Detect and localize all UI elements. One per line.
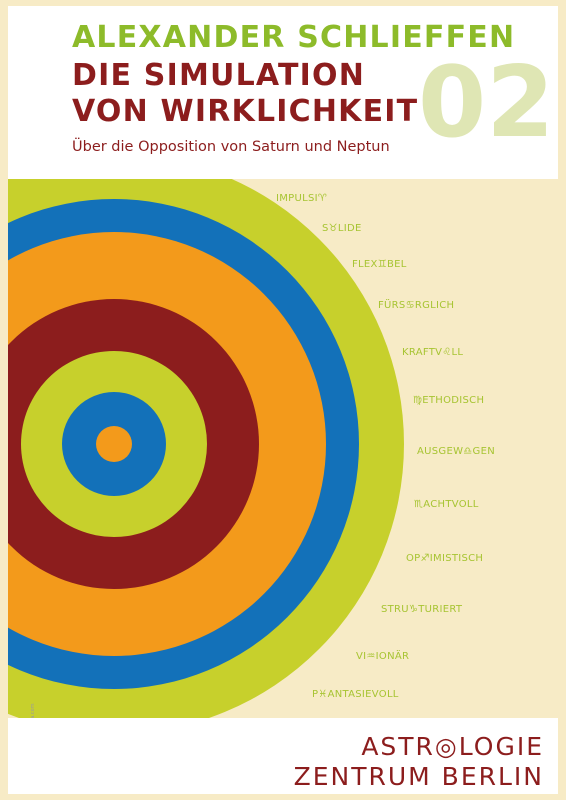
keyword-aries: IMPULSI♈ xyxy=(276,193,328,204)
keyword-scorpio: ♏ACHTVOLL xyxy=(414,499,479,510)
keyword-capricorn: STRU♑TURIERT xyxy=(381,604,463,615)
author-name: ALEXANDER SCHLIEFFEN xyxy=(72,20,516,55)
title-panel: ALEXANDER SCHLIEFFEN DIE SIMULATION VON … xyxy=(8,6,558,179)
subtitle: Über die Opposition von Saturn und Neptu… xyxy=(72,139,390,155)
logo-zentrum-berlin: ZENTRUM BERLIN xyxy=(293,762,544,791)
keyword-taurus: S♉LIDE xyxy=(322,223,362,234)
orange-center-dot xyxy=(96,426,132,462)
title-line-2: VON WIRKLICHKEIT xyxy=(72,94,419,129)
keyword-pisces: P♓ANTASIEVOLL xyxy=(312,689,399,700)
keyword-sagittarius: OP♐IMISTISCH xyxy=(406,553,484,564)
keyword-leo: KRAFTV♌LL xyxy=(402,347,464,358)
issue-number: 02 xyxy=(418,46,555,160)
keyword-cancer: FÜRS♋RGLICH xyxy=(378,300,455,311)
keyword-aquarius: VI♒IONÄR xyxy=(356,651,410,662)
title-line-1: DIE SIMULATION xyxy=(72,58,366,93)
keyword-virgo: ♍ETHODISCH xyxy=(413,395,485,406)
logo-astrologie: ASTR◎LOGIE xyxy=(361,732,544,761)
keyword-gemini: FLEX♊BEL xyxy=(352,259,407,270)
keyword-libra: AUSGEW♎GEN xyxy=(417,446,495,457)
logo-panel xyxy=(8,718,558,794)
